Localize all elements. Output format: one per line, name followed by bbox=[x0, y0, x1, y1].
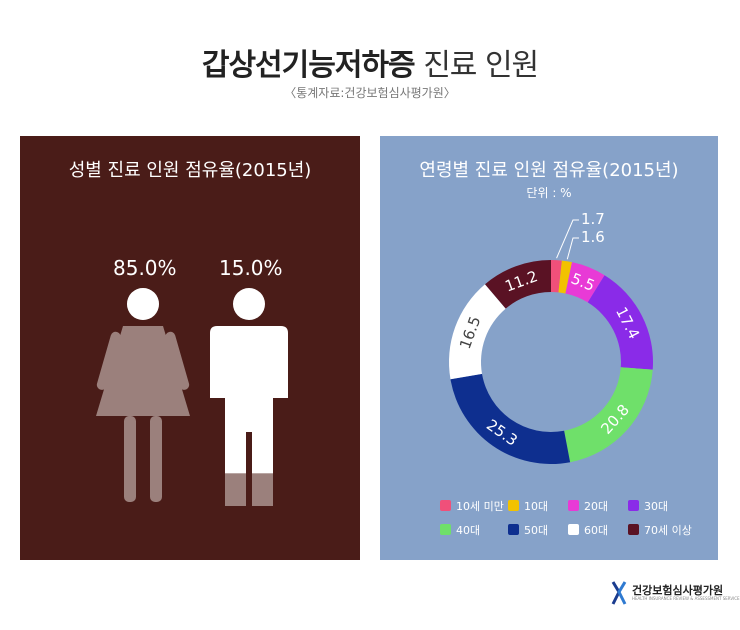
donut-slice bbox=[564, 367, 653, 463]
legend-label: 60대 bbox=[584, 524, 609, 537]
brand-logo-icon bbox=[611, 581, 627, 605]
page-title: 갑상선기능저하증 진료 인원 bbox=[0, 40, 740, 84]
legend-item: 40대 bbox=[440, 522, 480, 538]
legend-swatch bbox=[568, 524, 579, 535]
donut-value-label: 1.6 bbox=[581, 228, 605, 246]
gender-pictogram bbox=[95, 288, 288, 506]
donut-leader-line bbox=[566, 237, 579, 260]
legend-swatch bbox=[568, 500, 579, 511]
legend-swatch bbox=[508, 524, 519, 535]
age-panel: 연령별 진료 인원 점유율(2015년) 단위 : % 1.7 1.6 5.5 17.… bbox=[380, 136, 718, 560]
legend-label: 30대 bbox=[644, 500, 669, 513]
donut-slice bbox=[551, 260, 562, 293]
legend-label: 40대 bbox=[456, 524, 481, 537]
donut-slice bbox=[565, 262, 605, 303]
title-main: 갑상선기능저하증 bbox=[201, 48, 416, 83]
male-figure-base bbox=[210, 288, 288, 506]
title-sub: 진료 인원 bbox=[423, 48, 539, 83]
female-figure bbox=[95, 288, 191, 502]
male-percent-label: 15.0% bbox=[219, 256, 283, 280]
brand-logo: 건강보험심사평가원 HEALTH INSURANCE REVIEW & ASSE… bbox=[610, 580, 740, 608]
legend-label: 10세 미만 bbox=[456, 500, 504, 513]
female-figure-top bbox=[95, 288, 191, 321]
donut-value-label: 1.7 bbox=[581, 210, 605, 228]
legend-item: 10세 미만 bbox=[440, 498, 504, 514]
donut-slice bbox=[558, 260, 572, 294]
brand-name: 건강보험심사평가원 bbox=[632, 584, 724, 597]
donut-leader-line bbox=[556, 219, 579, 259]
legend-item: 20대 bbox=[568, 498, 608, 514]
legend-swatch bbox=[440, 524, 451, 535]
legend-swatch bbox=[628, 524, 639, 535]
legend-label: 50대 bbox=[524, 524, 549, 537]
legend-swatch bbox=[628, 500, 639, 511]
source-note: 〈통계자료:건강보험심사평가원〉 bbox=[284, 86, 456, 100]
legend-item: 70세 이상 bbox=[628, 522, 692, 538]
age-donut-chart: 1.71.65.517.420.825.316.511.2 bbox=[449, 210, 653, 465]
female-percent-label: 85.0% bbox=[113, 256, 177, 280]
legend-item: 10대 bbox=[508, 498, 548, 514]
legend-item: 30대 bbox=[628, 498, 668, 514]
male-figure bbox=[210, 288, 288, 506]
legend-label: 70세 이상 bbox=[644, 524, 692, 537]
age-chart-title: 연령별 진료 인원 점유율(2015년) bbox=[419, 160, 679, 181]
donut-slice bbox=[485, 260, 551, 309]
legend-label: 20대 bbox=[584, 500, 609, 513]
legend-swatch bbox=[508, 500, 519, 511]
donut-slice bbox=[450, 373, 571, 465]
brand-subtitle: HEALTH INSURANCE REVIEW & ASSESSMENT SER… bbox=[632, 596, 740, 601]
donut-slice bbox=[587, 275, 653, 370]
donut-slice bbox=[449, 284, 506, 380]
legend-swatch bbox=[440, 500, 451, 511]
gender-chart-title: 성별 진료 인원 점유율(2015년) bbox=[68, 160, 312, 181]
unit-label: 단위 : % bbox=[526, 186, 572, 200]
legend-item: 50대 bbox=[508, 522, 548, 538]
legend-item: 60대 bbox=[568, 522, 608, 538]
gender-panel: 성별 진료 인원 점유율(2015년) 85.0% 15.0% bbox=[20, 136, 360, 560]
legend-label: 10대 bbox=[524, 500, 549, 513]
male-figure-fill bbox=[210, 473, 288, 506]
